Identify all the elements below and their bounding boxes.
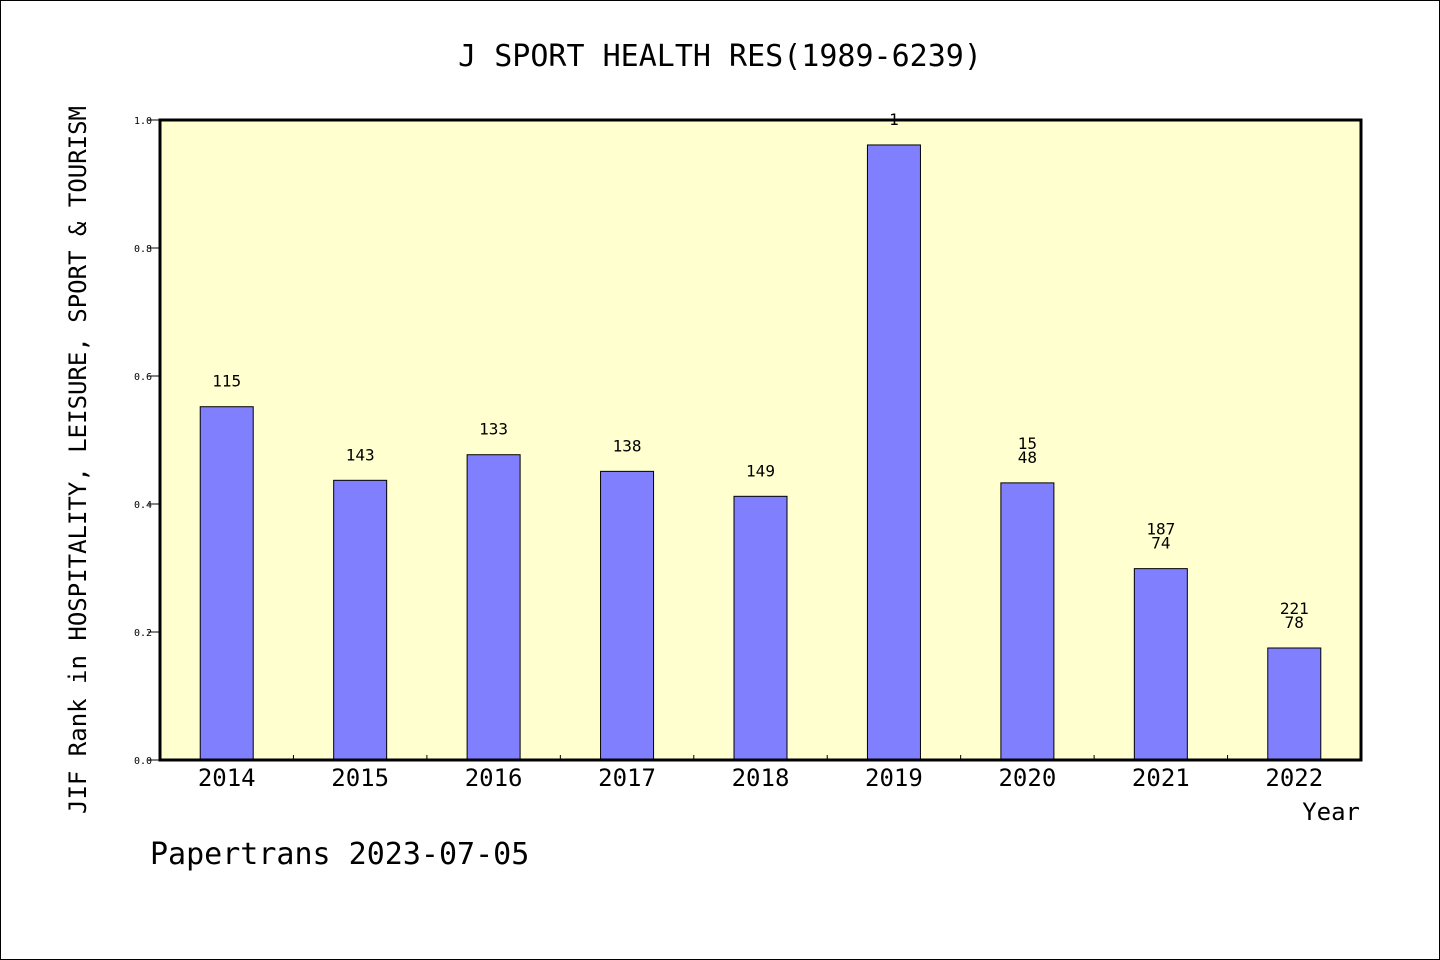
data-label-2014: 115 [212,372,241,391]
x-tick-label-2017: 2017 [598,764,656,792]
bar-2021 [1133,568,1188,761]
data-label-2022-2: 78 [1285,613,1304,632]
data-label-2015: 143 [346,445,375,464]
bar-2019 [866,144,921,761]
y-tick-label: 0.8 [134,244,152,255]
footer-text: Papertrans 2023-07-05 [150,837,529,872]
x-axis-label: Year [1302,798,1360,826]
x-tick-label-2021: 2021 [1132,764,1190,792]
data-label-2021-2: 74 [1151,534,1170,553]
y-tick-label: 1.0 [134,116,152,127]
bar-2014 [199,406,254,761]
x-tick-label-2016: 2016 [465,764,523,792]
y-tick-label: 0.0 [134,756,152,767]
data-label-2020-2: 48 [1018,448,1037,467]
x-tick-label-2014: 2014 [198,764,256,792]
x-tick-label-2019: 2019 [865,764,923,792]
y-tick-label: 0.6 [134,372,152,383]
x-axis: 2014 2015 2016 2017 2018 2019 2020 2021 2022 [198,755,1323,792]
data-label-2017: 138 [613,436,642,455]
chart-title: J SPORT HEALTH RES(1989-6239) [458,39,982,74]
data-label-2021-1: 187 [1146,520,1175,539]
bar-2017 [600,470,655,761]
y-axis: 0.0 0.2 0.4 0.6 0.8 1.0 [134,116,160,767]
plot-border [158,118,1363,762]
x-tick-label-2022: 2022 [1265,764,1323,792]
y-tick-label: 0.2 [134,628,152,639]
y-tick-label: 0.4 [134,500,152,511]
data-label-2016: 133 [479,420,508,439]
data-label-2018: 149 [746,461,775,480]
bar-2015 [333,479,388,761]
bars-group [199,144,1322,761]
bar-2018 [733,495,788,761]
x-tick-label-2015: 2015 [331,764,389,792]
y-axis-label: JIF Rank in HOSPITALITY, LEISURE, SPORT … [64,106,92,814]
bar-2022 [1267,647,1322,761]
x-tick-label-2020: 2020 [998,764,1056,792]
x-tick-label-2018: 2018 [732,764,790,792]
bar-2020 [1000,482,1055,761]
data-label-2022-1: 221 [1280,599,1309,618]
bar-2016 [466,454,521,761]
data-label-2020-1: 15 [1018,434,1037,453]
